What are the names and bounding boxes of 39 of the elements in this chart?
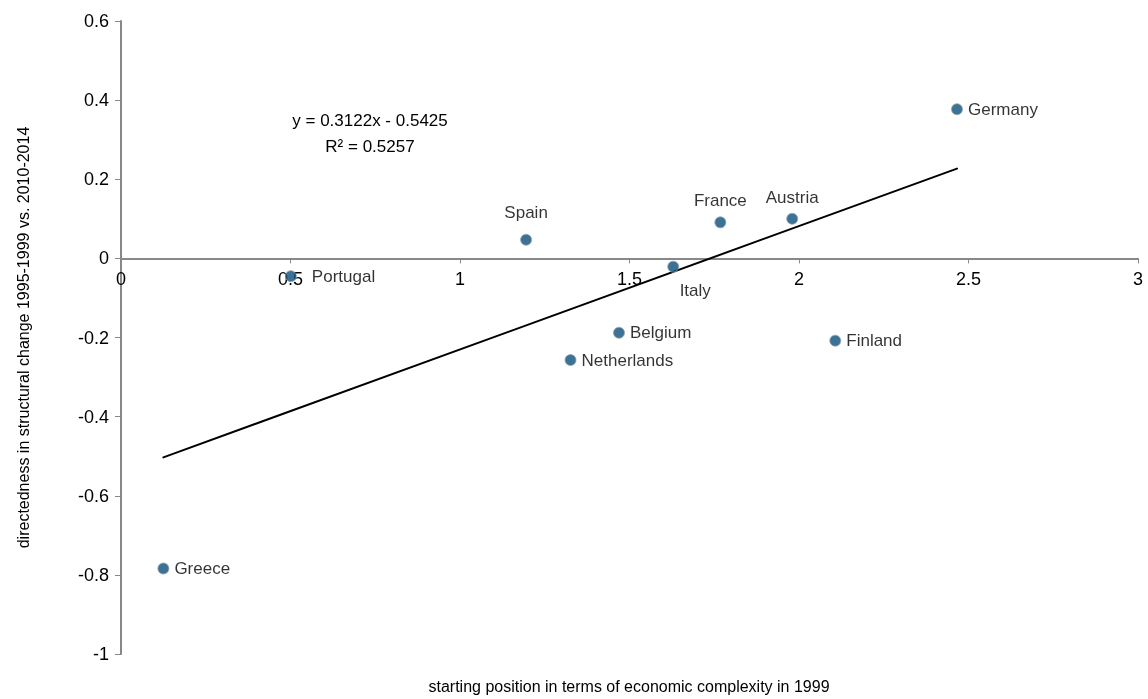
point xyxy=(829,334,842,347)
x-tick-label: 1 xyxy=(454,269,466,290)
point xyxy=(667,260,680,273)
y-tick-label: 0.4 xyxy=(83,90,109,111)
annotation: Belgium xyxy=(629,323,692,343)
annotation: Finland xyxy=(846,331,903,351)
annotation: Spain xyxy=(504,202,548,222)
x-axis-title: starting position in terms of economic complexity in 1999 xyxy=(428,677,830,695)
annotation: y = 0.3122x - 0.5425 xyxy=(292,111,448,130)
x-tick-label: 2.5 xyxy=(955,269,982,290)
x-tick-label: 1.5 xyxy=(616,269,643,290)
annotation: Austria xyxy=(765,187,820,207)
point xyxy=(520,233,533,246)
y-tick-label: -1 xyxy=(92,644,109,664)
annotation: Netherlands xyxy=(581,350,674,370)
point xyxy=(714,216,727,229)
annotation: Greece xyxy=(174,559,231,579)
y-tick-label: -0.8 xyxy=(77,564,109,585)
y-tick-label: -0.4 xyxy=(77,406,109,427)
annotation: Italy xyxy=(679,280,712,300)
annotation: France xyxy=(693,191,747,211)
y-axis-title: directedness in structural change 1995-1999 vs. 2010-2014 xyxy=(14,126,32,549)
annotation: Portugal xyxy=(311,266,376,286)
point xyxy=(613,326,625,339)
y-tick-label: 0.2 xyxy=(83,169,109,190)
point xyxy=(950,103,963,116)
point xyxy=(564,354,577,367)
annotation: R² = 0.5257 xyxy=(325,137,415,156)
y-tick-label: -0.6 xyxy=(77,485,109,506)
x-tick-label: 0 xyxy=(115,269,127,290)
point xyxy=(786,212,799,225)
point xyxy=(157,562,170,575)
annotation: Germany xyxy=(967,99,1039,119)
x-tick-label: 2 xyxy=(793,269,805,290)
x-tick-label: 0.5 xyxy=(277,269,304,290)
x-tick-label: 3 xyxy=(1132,269,1144,290)
y-tick-label: 0 xyxy=(98,248,109,269)
y-tick-label: 0.6 xyxy=(83,11,109,31)
y-tick-label: -0.2 xyxy=(77,327,109,348)
